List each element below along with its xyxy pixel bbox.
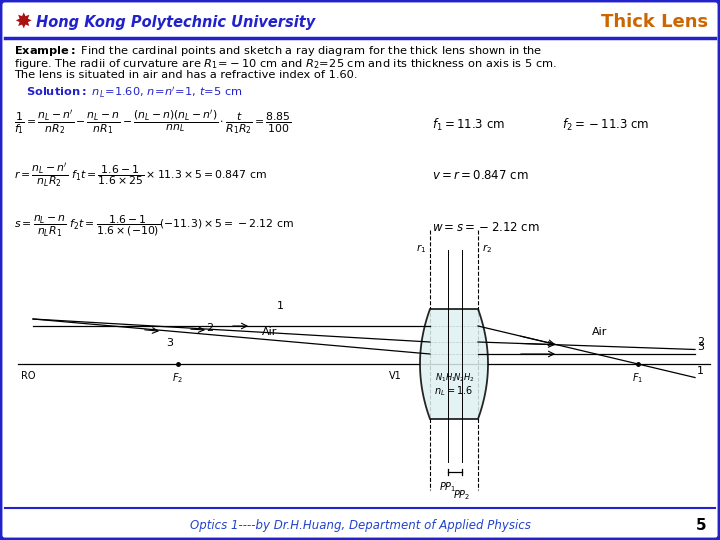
Text: 5: 5 (696, 517, 706, 532)
Text: Optics 1----by Dr.H.Huang, Department of Applied Physics: Optics 1----by Dr.H.Huang, Department of… (189, 518, 531, 531)
Text: $PP_2$: $PP_2$ (454, 488, 471, 502)
Text: figure. The radii of curvature are $R_1\!=\!-10$ cm and $R_2\!=\!25$ cm and its : figure. The radii of curvature are $R_1\… (14, 57, 557, 71)
Text: $w = s = -2.12$ cm: $w = s = -2.12$ cm (432, 221, 540, 234)
Text: $s = \dfrac{n_L - n}{n_L R_1}\ f_2 t = \dfrac{1.6-1}{1.6\times(-10)}(-11.3)\time: $s = \dfrac{n_L - n}{n_L R_1}\ f_2 t = \… (14, 213, 294, 238)
Text: Air: Air (262, 327, 278, 337)
Text: $n_L = 1.6$: $n_L = 1.6$ (434, 384, 474, 398)
Text: ✸: ✸ (14, 12, 32, 32)
Polygon shape (420, 309, 488, 419)
Text: $N_1H_1$: $N_1H_1$ (435, 371, 456, 383)
Text: $PP_1$: $PP_1$ (439, 480, 456, 494)
Text: 1: 1 (276, 301, 284, 311)
Text: 2: 2 (697, 338, 704, 347)
Text: $f_2 = -11.3$ cm: $f_2 = -11.3$ cm (562, 117, 649, 133)
Text: 2: 2 (207, 323, 214, 333)
Text: V1: V1 (389, 371, 401, 381)
Text: Hong Kong Polytechnic University: Hong Kong Polytechnic University (36, 15, 315, 30)
Text: The lens is situated in air and has a refractive index of 1.60.: The lens is situated in air and has a re… (14, 70, 358, 80)
Text: $\bf{Solution:}$ $n_L\!=\!1.60$, $n\!=\!n^\prime\!=\!1$, $t\!=\!5$ cm: $\bf{Solution:}$ $n_L\!=\!1.60$, $n\!=\!… (26, 85, 243, 100)
Text: 3: 3 (697, 342, 704, 352)
Text: $r = \dfrac{n_L - n^\prime}{n_L R_2}\ f_1 t = \dfrac{1.6-1}{1.6\times25}\times11: $r = \dfrac{n_L - n^\prime}{n_L R_2}\ f_… (14, 161, 267, 189)
Text: $r_2$: $r_2$ (482, 242, 492, 255)
Text: $F_1$: $F_1$ (632, 371, 644, 385)
Text: $\bf{Example:}$ Find the cardinal points and sketch a ray diagram for the thick : $\bf{Example:}$ Find the cardinal points… (14, 44, 542, 58)
Text: Thick Lens: Thick Lens (601, 13, 708, 31)
Text: $r_1$: $r_1$ (415, 242, 426, 255)
Text: RO: RO (21, 371, 35, 381)
Text: 3: 3 (166, 338, 174, 348)
Text: 1: 1 (697, 366, 704, 375)
Text: Air: Air (593, 327, 608, 337)
Text: $N_2H_2$: $N_2H_2$ (453, 371, 475, 383)
Text: $F_2$: $F_2$ (172, 371, 184, 385)
Text: $v = r = 0.847$ cm: $v = r = 0.847$ cm (432, 169, 528, 182)
Text: $\dfrac{1}{f_1} = \dfrac{n_L - n^\prime}{nR_2} - \dfrac{n_L - n}{nR_1} - \dfrac{: $\dfrac{1}{f_1} = \dfrac{n_L - n^\prime}… (14, 109, 292, 137)
Text: $f_1 = 11.3$ cm: $f_1 = 11.3$ cm (432, 117, 505, 133)
